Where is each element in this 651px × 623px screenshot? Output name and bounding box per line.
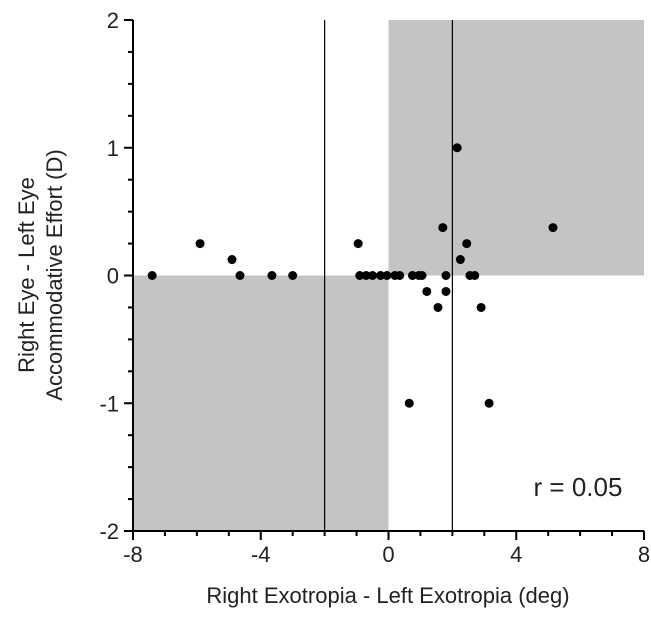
annotation: r = 0.05 (534, 472, 623, 502)
x-axis-label: Right Exotropia - Left Exotropia (deg) (206, 583, 569, 608)
point (422, 286, 432, 296)
point (441, 286, 451, 296)
y-tick-label: 1 (107, 136, 119, 161)
point (404, 398, 414, 408)
point (235, 271, 245, 280)
point (548, 223, 558, 233)
point (484, 398, 494, 408)
point (227, 255, 237, 265)
x-tick-label: -8 (123, 542, 143, 567)
point (462, 239, 472, 249)
point (455, 255, 465, 265)
shaded-region (388, 20, 644, 276)
x-tick-label: 8 (638, 542, 650, 567)
y-tick-label: -1 (99, 391, 119, 416)
point (433, 302, 443, 312)
point (355, 271, 365, 280)
point (288, 271, 298, 280)
x-tick-label: 0 (382, 542, 394, 567)
point (470, 271, 480, 280)
y-axis-label: Accommodative Effort (D) (42, 149, 67, 400)
y-tick-label: -2 (99, 519, 119, 544)
point (438, 223, 448, 233)
point (368, 271, 378, 280)
point (407, 271, 417, 280)
y-tick-label: 0 (107, 264, 119, 289)
point (147, 271, 157, 280)
y-tick-label: 2 (107, 8, 119, 33)
point (441, 271, 451, 280)
point (417, 271, 427, 280)
point (195, 239, 205, 249)
point (376, 271, 386, 280)
point (476, 302, 486, 312)
y-axis-label: Right Eye - Left Eye (14, 177, 39, 373)
x-tick-label: 4 (510, 542, 522, 567)
x-tick-label: -4 (251, 542, 271, 567)
point (395, 271, 405, 280)
point (353, 239, 363, 249)
shaded-region (133, 275, 389, 531)
point (267, 271, 277, 280)
point (382, 271, 392, 280)
point (452, 143, 462, 153)
point (361, 271, 371, 280)
